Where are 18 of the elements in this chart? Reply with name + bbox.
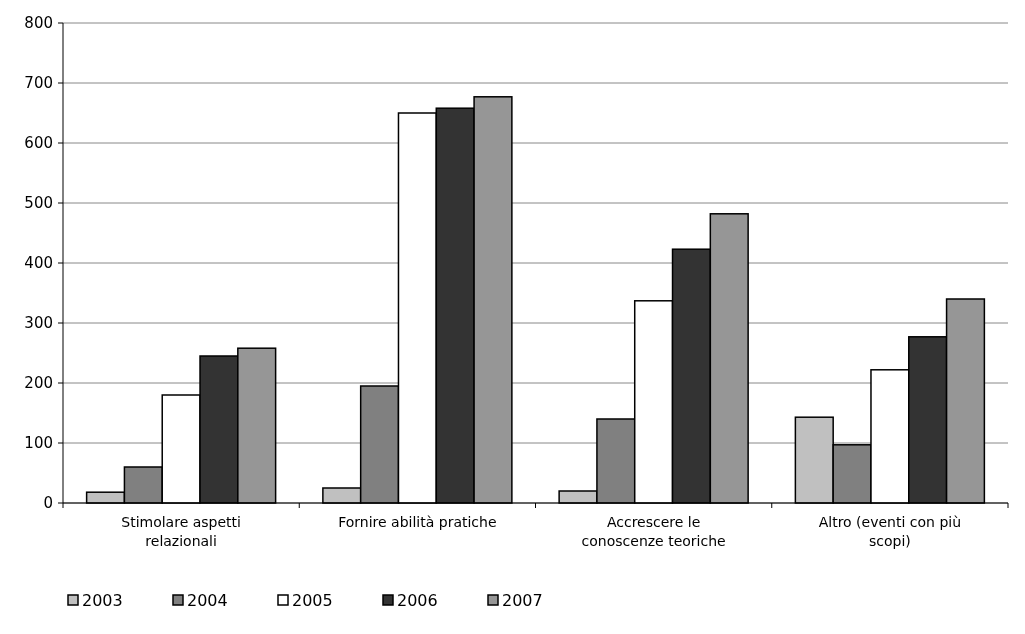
x-tick-label: Altro (eventi con più scopi) (818, 514, 962, 549)
y-tick-label: 200 (24, 374, 53, 393)
legend-label: 2003 (82, 590, 123, 610)
y-tick-label: 300 (24, 314, 53, 333)
legend-label: 2006 (397, 590, 438, 610)
legend-label: 2004 (187, 590, 228, 610)
legend-label: 2007 (502, 590, 543, 610)
y-tick-label: 600 (24, 134, 53, 153)
y-tick-label: 700 (24, 74, 53, 93)
y-tick-label: 100 (24, 434, 53, 453)
x-tick-label: Fornire abilità pratiche (338, 514, 497, 530)
x-tick-label: Accrescere le conoscenze teoriche (581, 514, 726, 549)
x-tick-label: Stimolare aspetti relazionali (121, 514, 241, 549)
y-tick-label: 800 (24, 14, 53, 33)
y-tick-label: 500 (24, 194, 53, 213)
legend-label: 2005 (292, 590, 333, 610)
y-tick-label: 400 (24, 254, 53, 273)
y-tick-label: 0 (43, 494, 53, 513)
